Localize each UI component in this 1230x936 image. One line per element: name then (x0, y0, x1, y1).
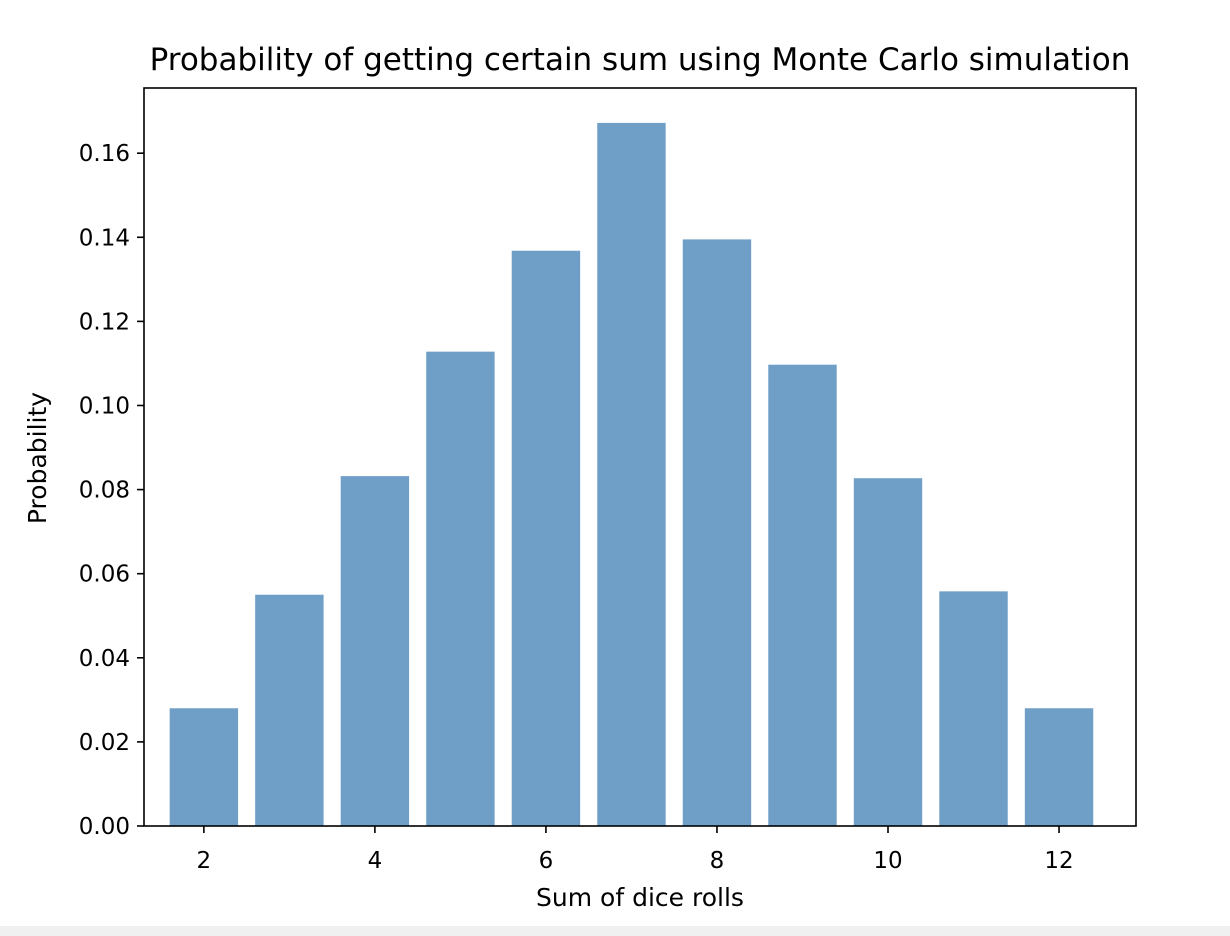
x-axis-ticks: 2 4 6 8 10 12 (197, 826, 1074, 874)
bar-sum-3 (255, 594, 324, 826)
bar-sum-9 (768, 364, 837, 826)
bar-sum-2 (169, 708, 239, 826)
x-tick-label: 10 (873, 848, 902, 874)
bars-layer (169, 122, 1094, 826)
bar-sum-5 (426, 351, 495, 826)
x-tick-label: 12 (1044, 848, 1073, 874)
y-tick-label: 0.10 (79, 393, 130, 419)
bar-sum-11 (939, 591, 1008, 826)
bar-sum-8 (682, 239, 752, 826)
y-tick-label: 0.00 (79, 814, 130, 840)
y-tick-label: 0.16 (79, 141, 130, 167)
plot-area-frame (143, 87, 1137, 827)
chart-title: Probability of getting certain sum using… (150, 42, 1131, 78)
bar-sum-4 (340, 476, 410, 826)
y-axis-label: Probability (23, 392, 52, 524)
x-tick-label: 8 (710, 848, 725, 874)
y-axis-ticks: 0.00 0.02 0.04 0.06 0.08 0.10 0.12 0.14 0.16 (79, 141, 144, 840)
y-tick-label: 0.04 (79, 646, 130, 672)
x-tick-label: 6 (539, 848, 554, 874)
y-tick-label: 0.14 (79, 225, 130, 251)
bottom-strip (0, 926, 1230, 936)
x-tick-label: 2 (197, 848, 212, 874)
bar-sum-6 (511, 250, 581, 826)
x-tick-label: 4 (368, 848, 383, 874)
y-tick-label: 0.02 (79, 730, 130, 756)
y-tick-label: 0.08 (79, 478, 130, 504)
bar-sum-12 (1024, 708, 1094, 826)
bar-sum-10 (853, 478, 923, 826)
x-axis-label: Sum of dice rolls (536, 883, 744, 912)
y-tick-label: 0.12 (79, 309, 130, 335)
y-tick-label: 0.06 (79, 562, 130, 588)
bar-sum-7 (597, 122, 666, 826)
